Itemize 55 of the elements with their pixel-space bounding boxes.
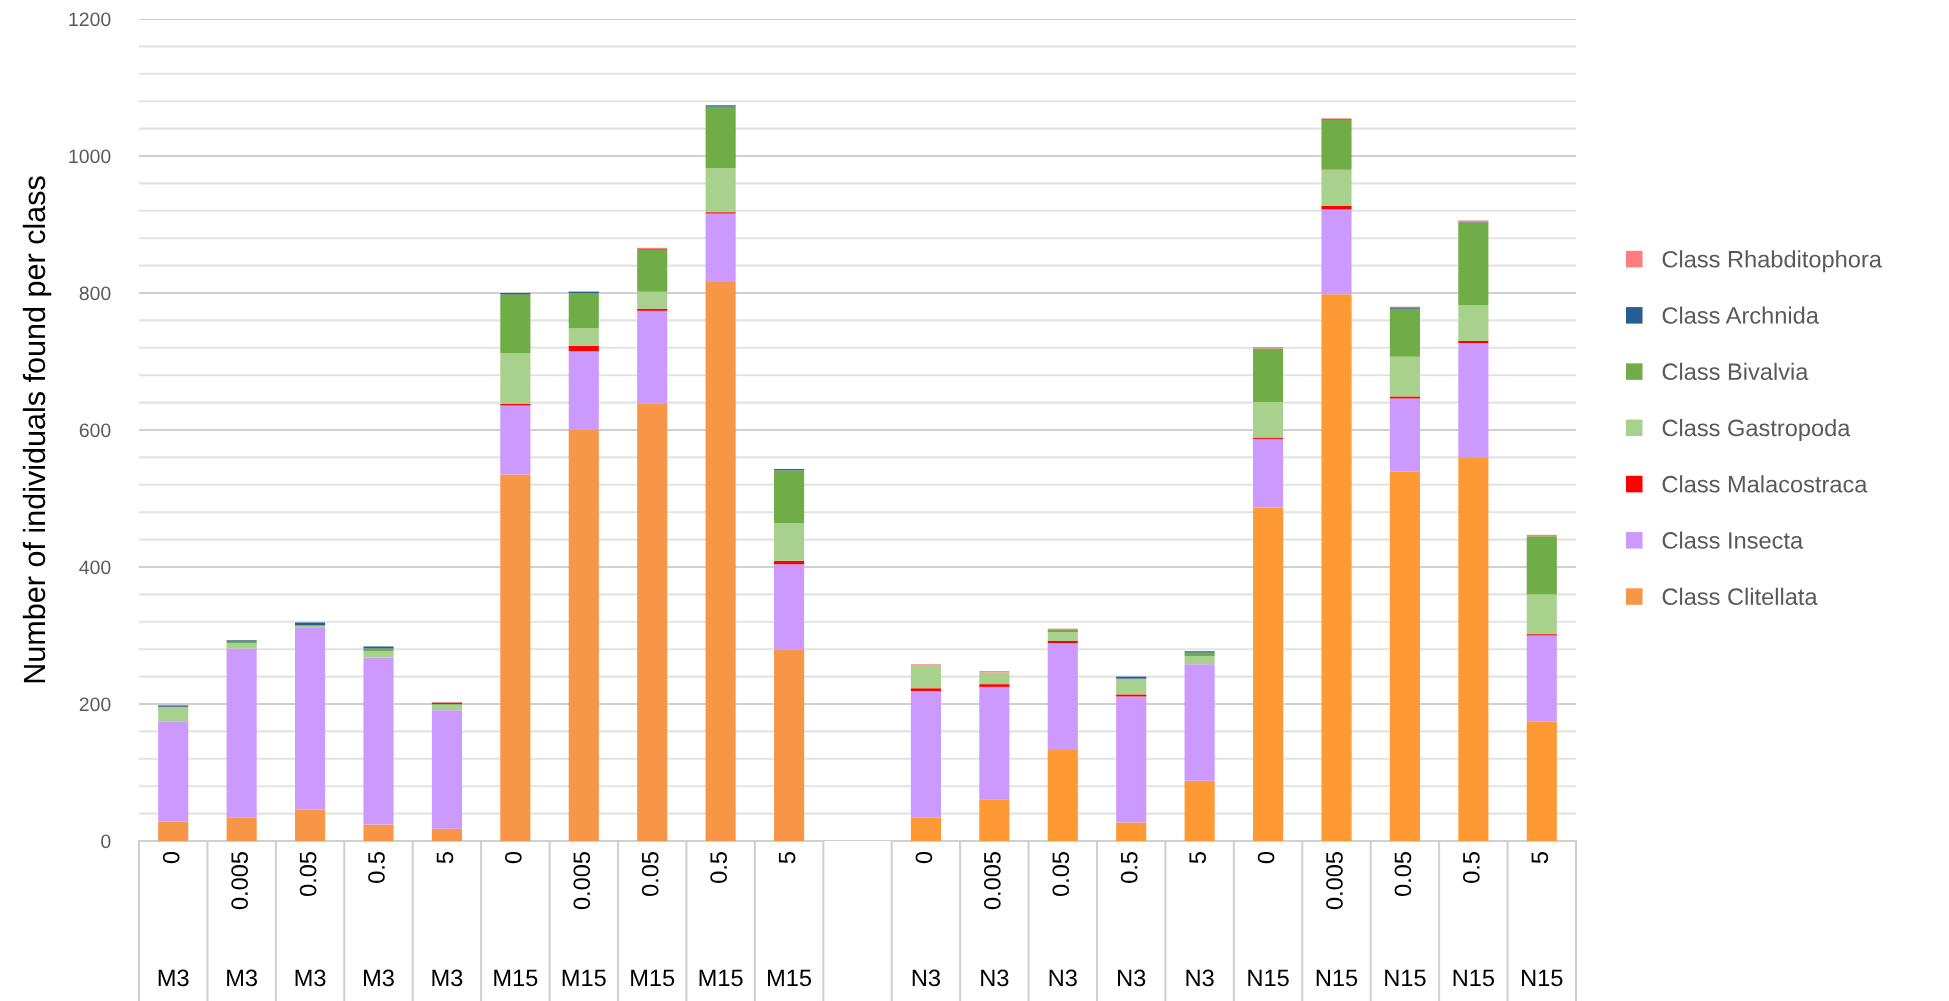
text: N3 <box>912 969 940 987</box>
x-tick-label: 0 <box>915 851 933 864</box>
y-tick-label: 800 <box>79 286 111 301</box>
x-tick-label: 5 <box>778 851 796 864</box>
x-tick-label: 0 <box>504 851 522 864</box>
x-tick-label: 5 <box>1189 851 1206 864</box>
text: M3 <box>432 969 463 987</box>
x-tick-label: 0.05 <box>1394 851 1412 897</box>
y-tick-label: 1000 <box>69 149 111 164</box>
legend-label: Class Rhabditophora <box>1662 250 1882 273</box>
text: N3 <box>981 969 1009 987</box>
x-tick-label: 0.05 <box>641 851 659 897</box>
legend-label: Class Archnida <box>1662 306 1819 324</box>
text: N3 <box>1186 969 1214 987</box>
text: N15 <box>1248 969 1289 987</box>
text: M3 <box>295 969 326 987</box>
y-tick-label: 1200 <box>69 12 111 27</box>
x-tick-label: 0.05 <box>1052 851 1070 897</box>
x-tick-label: 5 <box>436 851 454 864</box>
text: M15 <box>631 969 675 987</box>
text: N3 <box>1049 969 1077 987</box>
text: M3 <box>158 969 189 987</box>
text: N15 <box>1316 969 1358 987</box>
text: N15 <box>1385 969 1426 987</box>
legend-label: Class Bivalvia <box>1662 362 1809 381</box>
x-tick-label: 0.005 <box>983 851 1001 910</box>
y-tick-label: 600 <box>79 423 111 438</box>
text: M15 <box>699 969 743 987</box>
y-tick-label: 200 <box>79 697 111 712</box>
x-tick-label: 0.5 <box>1462 851 1480 883</box>
x-tick-label: 0.5 <box>710 851 727 883</box>
y-axis-title: Number of individuals found per class <box>22 176 52 683</box>
legend-label: Class Malacostraca <box>1662 475 1868 493</box>
x-tick-label: 0.005 <box>1326 851 1343 910</box>
text: N3 <box>1118 969 1146 987</box>
y-tick-label: 400 <box>79 560 111 575</box>
x-tick-label: 0 <box>1257 851 1275 864</box>
legend-label: Class Clitellata <box>1662 587 1818 606</box>
text: M3 <box>227 969 258 987</box>
legend-label: Class Gastropoda <box>1662 419 1851 442</box>
text: M3 <box>364 969 394 987</box>
text: M15 <box>562 969 606 987</box>
legend-label: Class Insecta <box>1662 531 1804 549</box>
x-tick-label: 0.05 <box>299 851 317 897</box>
x-tick-label: 0.005 <box>573 851 591 910</box>
text: M15 <box>768 969 812 987</box>
x-tick-label: 5 <box>1531 851 1549 864</box>
text: M15 <box>494 969 538 987</box>
x-tick-label: 0.5 <box>368 851 385 883</box>
x-tick-label: 0 <box>162 851 180 864</box>
x-tick-label: 0.005 <box>231 851 248 910</box>
text: N15 <box>1453 969 1495 987</box>
text: N15 <box>1522 969 1563 987</box>
x-tick-label: 0.5 <box>1120 851 1138 883</box>
y-tick-label: 0 <box>101 834 111 849</box>
